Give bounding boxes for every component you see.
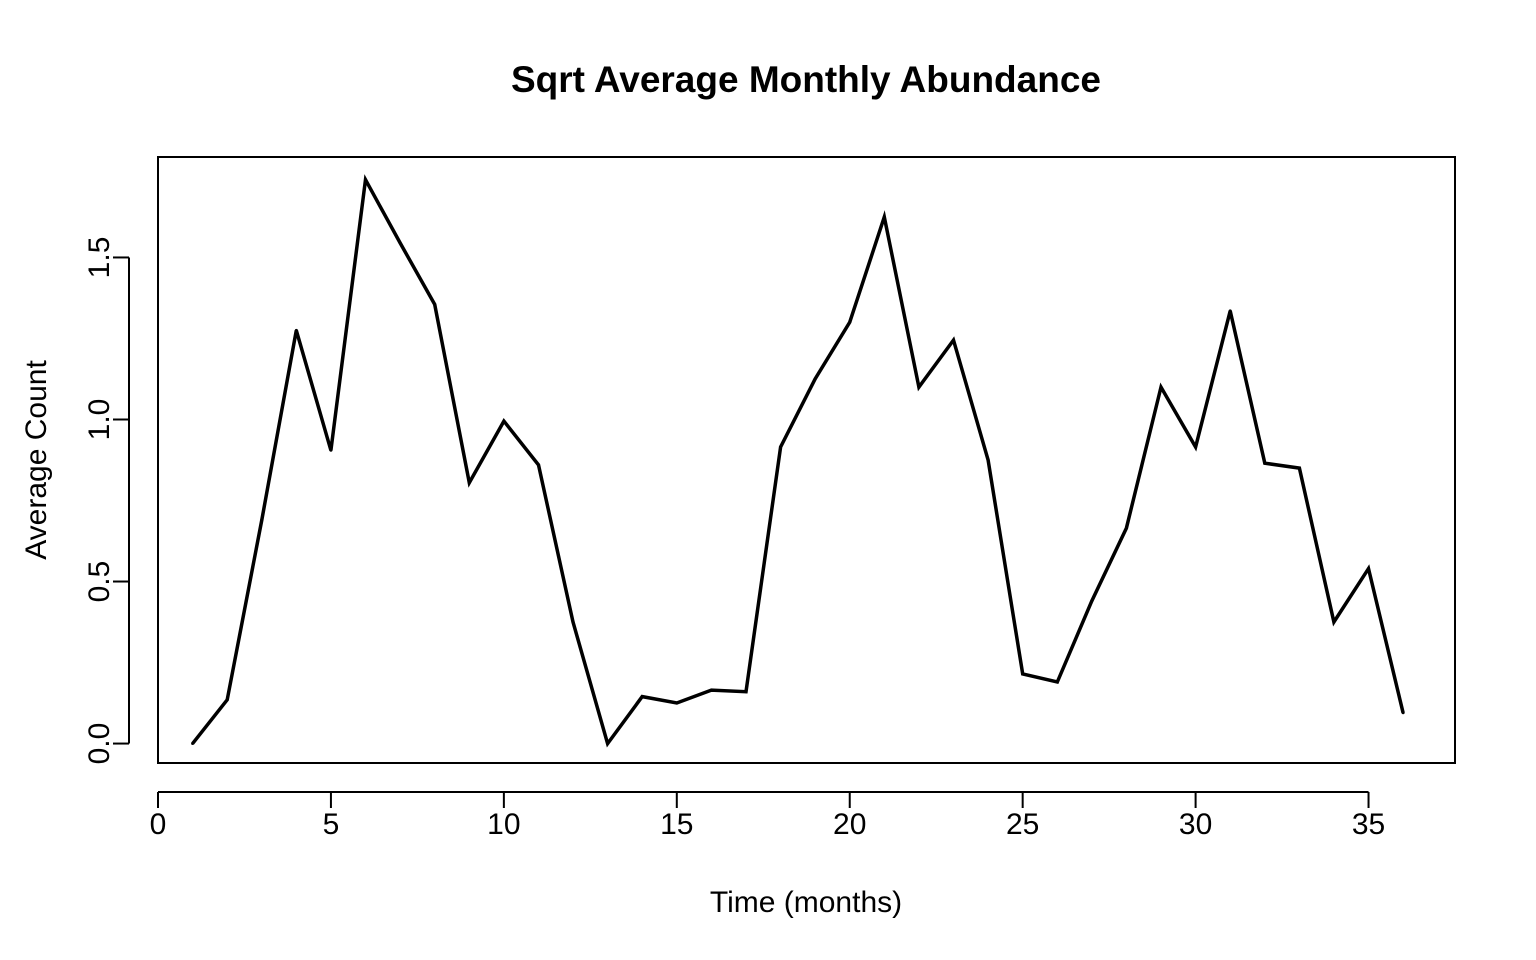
data-point: [225, 698, 229, 702]
data-point: [675, 701, 679, 705]
chart-title: Sqrt Average Monthly Abundance: [511, 59, 1101, 100]
x-tick-label: 5: [323, 808, 340, 841]
data-point: [951, 338, 955, 342]
data-point: [1090, 599, 1094, 603]
data-point: [364, 178, 368, 182]
data-point: [1055, 680, 1059, 684]
y-tick-label: 0.0: [83, 723, 116, 765]
data-point: [191, 742, 195, 746]
data-point: [467, 481, 471, 485]
y-tick-label: 1.5: [83, 237, 116, 279]
y-tick-label: 1.0: [83, 399, 116, 441]
data-point: [779, 445, 783, 449]
data-point: [294, 328, 298, 332]
x-tick-label: 35: [1352, 808, 1385, 841]
x-tick-label: 25: [1006, 808, 1039, 841]
x-tick-label: 30: [1179, 808, 1212, 841]
x-tick-label: 15: [660, 808, 693, 841]
data-point: [433, 302, 437, 306]
data-point: [1124, 526, 1128, 530]
data-point: [329, 448, 333, 452]
data-point: [571, 620, 575, 624]
data-point: [1263, 461, 1267, 465]
plot-frame: [157, 156, 1456, 764]
data-series-line: [191, 174, 1405, 748]
data-point: [848, 320, 852, 324]
data-point: [882, 215, 886, 219]
data-point: [1228, 309, 1232, 313]
data-point: [1297, 466, 1301, 470]
data-point: [1401, 711, 1405, 715]
y-axis: 0.0 0.5 1.0 1.5: [83, 237, 130, 765]
data-point: [640, 695, 644, 699]
data-point: [813, 377, 817, 381]
data-point: [1332, 620, 1336, 624]
x-axis-label: Time (months): [710, 886, 902, 919]
data-point: [398, 241, 402, 245]
data-point: [744, 690, 748, 694]
data-point: [606, 742, 610, 746]
data-point: [709, 688, 713, 692]
data-point: [917, 385, 921, 389]
y-axis-label: Average Count: [20, 360, 53, 560]
y-tick-label: 0.5: [83, 561, 116, 603]
data-point: [502, 419, 506, 423]
data-point: [1367, 567, 1371, 571]
x-axis: 0 5 10 15 20 25 30 35: [150, 791, 1385, 841]
x-tick-label: 20: [833, 808, 866, 841]
x-tick-label: 10: [487, 808, 520, 841]
data-point: [260, 518, 264, 522]
data-point: [1021, 672, 1025, 676]
data-point: [1159, 385, 1163, 389]
data-point: [536, 463, 540, 467]
data-point: [986, 458, 990, 462]
x-tick-label: 0: [150, 808, 167, 841]
data-point: [1194, 445, 1198, 449]
